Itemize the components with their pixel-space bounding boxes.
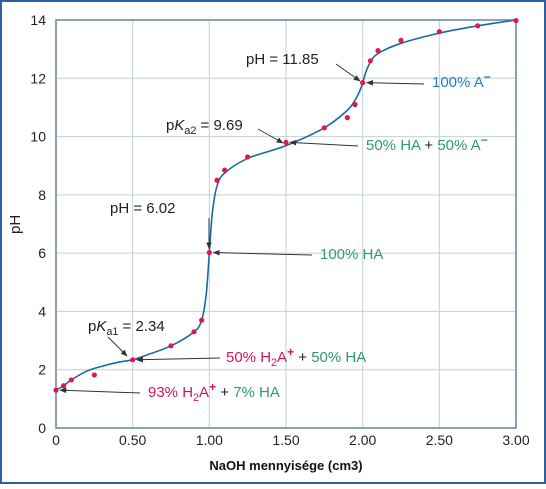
annotation-segment: A — [277, 349, 287, 366]
annotation-arrow — [107, 336, 128, 357]
x-tick-label: 3.00 — [502, 432, 529, 448]
annotation-segment: 100% A — [432, 74, 484, 91]
annotation-a-100: 100% A− — [432, 70, 491, 91]
data-point — [344, 115, 350, 121]
data-point — [199, 317, 205, 323]
data-point — [222, 167, 228, 173]
data-point — [245, 154, 251, 160]
annotation-segment: − — [481, 133, 488, 147]
annotation-segment: 7% HA — [233, 384, 280, 401]
annotation-segment: pH = 6.02 — [110, 200, 175, 217]
data-point — [214, 177, 220, 183]
annotation-pka1-mix: 50% H2A+ + 50% HA — [226, 345, 366, 369]
x-tick-label: 1.00 — [196, 432, 223, 448]
data-point — [360, 80, 366, 86]
y-tick-label: 10 — [30, 129, 46, 145]
annotation-segment: = 2.34 — [118, 318, 164, 335]
y-tick-label: 14 — [30, 12, 46, 28]
x-tick-label: 1.50 — [272, 432, 299, 448]
annotation-segment: 50% A — [437, 137, 480, 154]
data-point — [321, 125, 327, 131]
annotation-segment: pH = 11.85 — [246, 51, 319, 68]
x-tick-label: 2.00 — [349, 432, 376, 448]
plot-border — [55, 19, 517, 429]
annotation-segment: A — [199, 384, 209, 401]
annotation-arrow — [59, 387, 141, 394]
y-tick-label: 6 — [38, 245, 46, 261]
x-tick-label: 2.50 — [426, 432, 453, 448]
annotation-segment: + — [209, 380, 216, 394]
annotation-segment: + — [420, 137, 437, 154]
annotation-segment: K — [96, 318, 107, 335]
data-point — [398, 37, 404, 44]
annotation-segment: + — [216, 384, 233, 401]
y-tick-label: 0 — [38, 420, 46, 436]
annotation-arrow — [289, 139, 359, 147]
y-tick-label: 4 — [38, 303, 46, 319]
annotation-ha-100: 100% HA — [320, 246, 383, 263]
annotation-pka2-label: pKa2 = 9.69 — [166, 117, 243, 137]
data-point — [475, 23, 481, 29]
x-tick-label: 0.50 — [119, 432, 146, 448]
data-point — [513, 17, 519, 24]
data-point — [367, 58, 373, 64]
annotation-arrow — [257, 128, 284, 144]
annotation-ph-eq2-label: pH = 11.85 — [246, 51, 319, 68]
data-point — [91, 372, 97, 378]
annotation-segment: p — [166, 117, 174, 134]
annotation-pka1-label: pKa1 = 2.34 — [88, 318, 165, 338]
annotation-segment: 2 — [193, 392, 199, 404]
annotation-segment: p — [88, 318, 96, 335]
annotation-segment: K — [174, 117, 185, 134]
annotation-pH-start: 93% H2A+ + 7% HA — [148, 380, 280, 404]
annotation-segment: 50% HA — [311, 349, 366, 366]
annotation-segment: + — [287, 345, 294, 359]
data-point — [168, 343, 174, 349]
data-point — [130, 357, 136, 363]
x-tick-label: 0 — [52, 432, 60, 448]
annotation-segment: a1 — [106, 326, 118, 338]
annotation-segment: + — [294, 349, 311, 366]
annotation-segment: 93% H — [148, 384, 193, 401]
data-point — [352, 101, 358, 108]
data-point — [53, 387, 59, 393]
annotation-segment: 2 — [271, 357, 277, 369]
y-tick-label: 12 — [30, 70, 46, 86]
annotation-arrow — [335, 63, 361, 82]
y-tick-label: 2 — [38, 362, 46, 378]
annotation-segment: 100% HA — [320, 246, 383, 263]
data-point — [61, 383, 67, 389]
data-points — [53, 17, 519, 393]
data-point — [191, 329, 197, 335]
data-point — [375, 48, 381, 54]
y-tick-label: 8 — [38, 187, 46, 203]
annotation-arrow — [212, 249, 313, 256]
data-point — [436, 29, 442, 35]
annotation-arrow — [365, 80, 425, 86]
data-point — [68, 377, 74, 383]
annotation-segment: a2 — [184, 125, 196, 137]
y-axis-label: pH — [7, 215, 24, 234]
data-point — [283, 139, 289, 145]
data-point — [206, 249, 212, 256]
annotation-segment: 50% H — [226, 349, 271, 366]
tick-labels: 0 0.50 1.00 1.50 2.00 2.50 3.00 0 2 4 6 8 10 12 14 — [30, 12, 529, 448]
annotation-pka2-mix: 50% HA + 50% A− — [366, 133, 488, 154]
x-axis-label: NaOH mennyisége (cm3) — [209, 458, 362, 473]
annotation-arrow — [135, 356, 221, 363]
annotation-segment: 50% HA — [366, 137, 421, 154]
annotation-ph-eq1-label: pH = 6.02 — [110, 200, 175, 217]
annotation-segment: = 9.69 — [196, 117, 242, 134]
annotation-segment: − — [484, 70, 491, 84]
